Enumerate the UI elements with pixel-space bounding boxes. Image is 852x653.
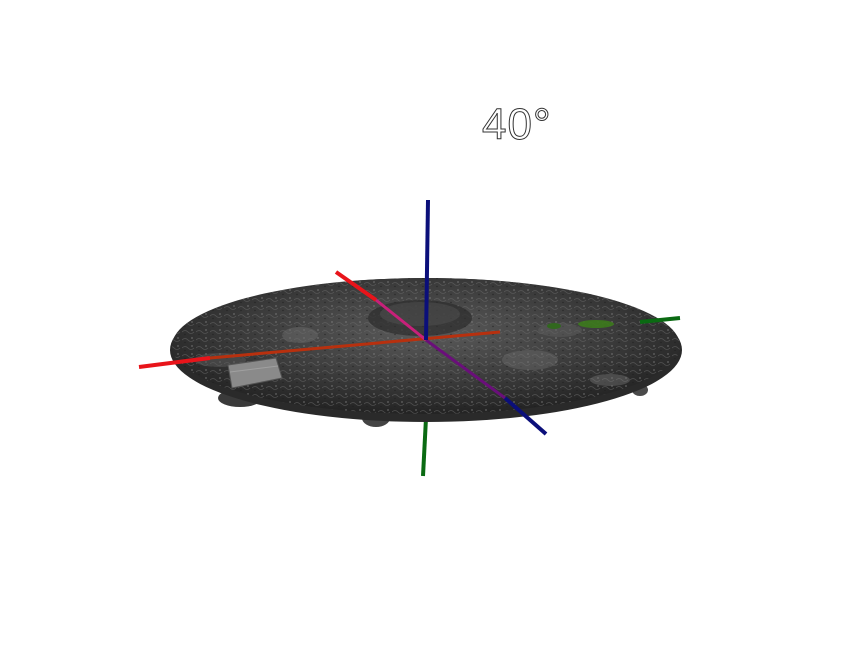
x-axis-back-surface [375,298,427,342]
axes [138,199,681,436]
y-axis-lower-line [421,417,428,477]
x-axis-through-surface [209,330,501,360]
rough-disk-surface [170,278,682,422]
y-axis-line [639,316,681,324]
view-angle-label: 40° [482,100,552,150]
z-axis-diagonal-line [503,396,548,436]
z-axis-through-surface [425,338,506,400]
x-axis-line [138,356,211,369]
x-axis-back-line [334,270,378,302]
vertical-axis-line [424,199,430,341]
